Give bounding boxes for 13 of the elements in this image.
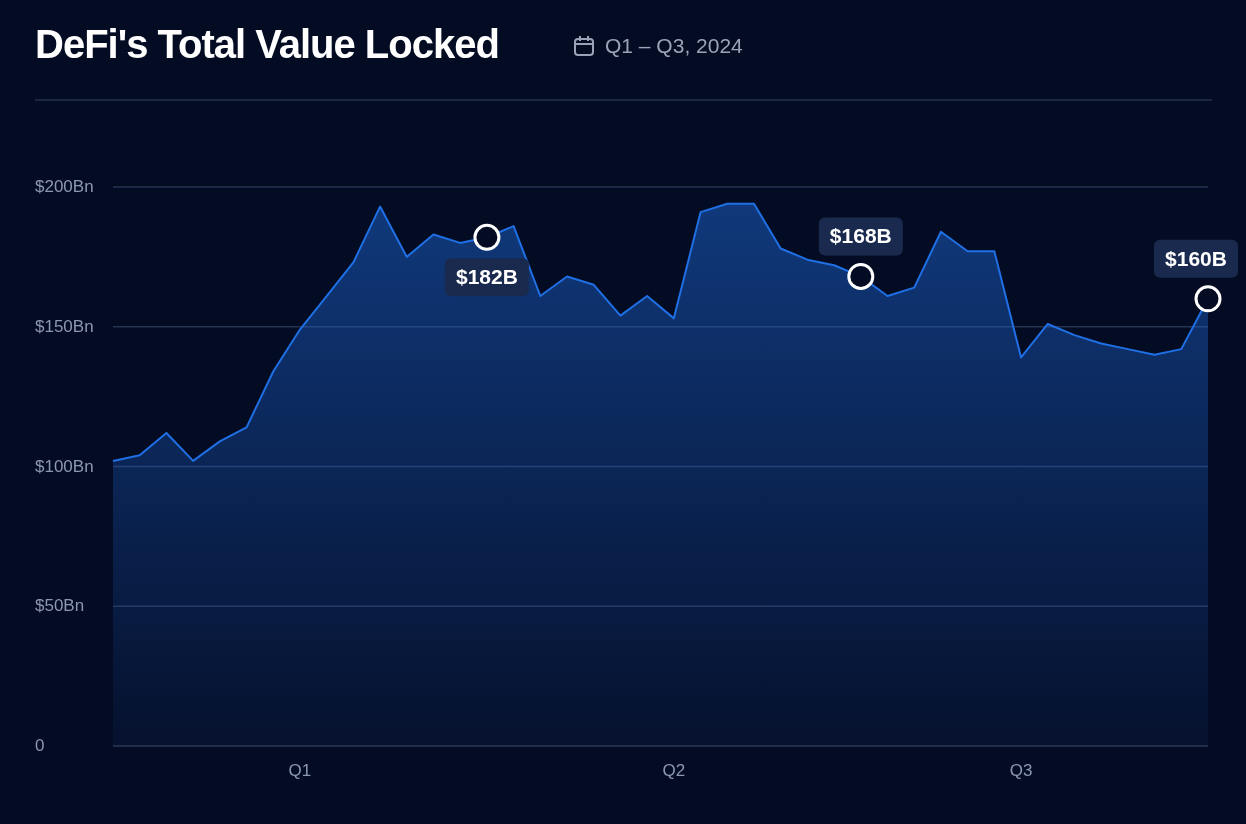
data-label: $168B: [829, 224, 892, 248]
data-label: $182B: [455, 265, 518, 289]
chart-title: DeFi's Total Value Locked: [35, 22, 499, 67]
y-tick-label: $50Bn: [35, 596, 85, 616]
data-label: $160B: [1165, 246, 1227, 270]
y-tick-label: $200Bn: [35, 177, 94, 196]
y-tick-label: $100Bn: [35, 456, 94, 476]
x-tick-label: Q2: [662, 761, 686, 780]
x-tick-label: Q3: [1009, 761, 1033, 780]
y-tick-label: $150Bn: [35, 316, 94, 336]
chart-subtitle: Q1 – Q3, 2024: [605, 34, 743, 58]
y-tick-label: 0: [35, 736, 45, 755]
x-tick-label: Q1: [288, 761, 312, 780]
